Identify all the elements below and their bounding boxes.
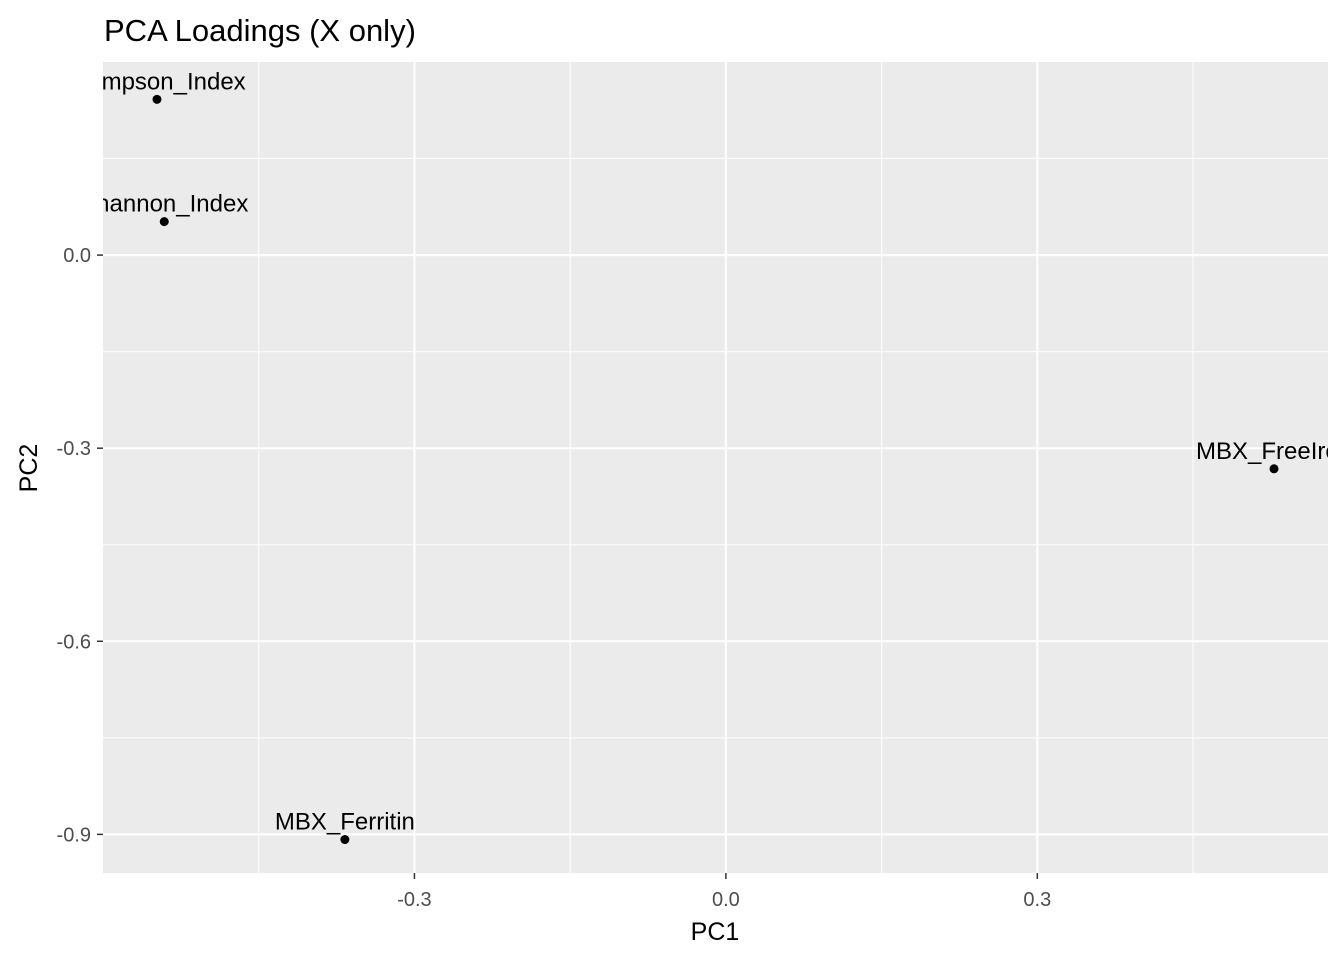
x-axis-ticks: -0.3 0.0 0.3 xyxy=(397,873,1051,911)
data-point xyxy=(159,217,169,227)
point-label: MBX_FreeIron xyxy=(1196,438,1344,465)
major-gridlines xyxy=(103,62,1328,873)
x-axis-title: PC1 xyxy=(691,918,740,946)
y-tick-label: -0.9 xyxy=(57,824,91,846)
plot-panel xyxy=(103,62,1328,873)
y-axis-title: PC2 xyxy=(15,444,43,493)
data-point xyxy=(1269,464,1279,474)
x-tick-label: -0.3 xyxy=(397,889,431,911)
y-tick-label: -0.6 xyxy=(57,631,91,653)
data-point xyxy=(152,94,162,104)
point-label: MBX_Ferritin xyxy=(275,809,415,836)
chart-title: PCA Loadings (X only) xyxy=(104,13,416,48)
data-points: vSimpson_Index Shannon_Index MBX_FreeIron M… xyxy=(68,68,1344,845)
point-label: vSimpson_Index xyxy=(68,68,245,95)
x-tick-label: 0.3 xyxy=(1023,889,1051,911)
minor-gridlines xyxy=(103,62,1328,873)
data-point xyxy=(340,835,350,845)
y-axis-ticks: 0.0 -0.3 -0.6 -0.9 xyxy=(57,245,103,846)
x-tick-label: 0.0 xyxy=(712,889,740,911)
y-tick-label: -0.3 xyxy=(57,438,91,460)
point-label: Shannon_Index xyxy=(80,191,248,218)
y-tick-label: 0.0 xyxy=(63,245,91,267)
